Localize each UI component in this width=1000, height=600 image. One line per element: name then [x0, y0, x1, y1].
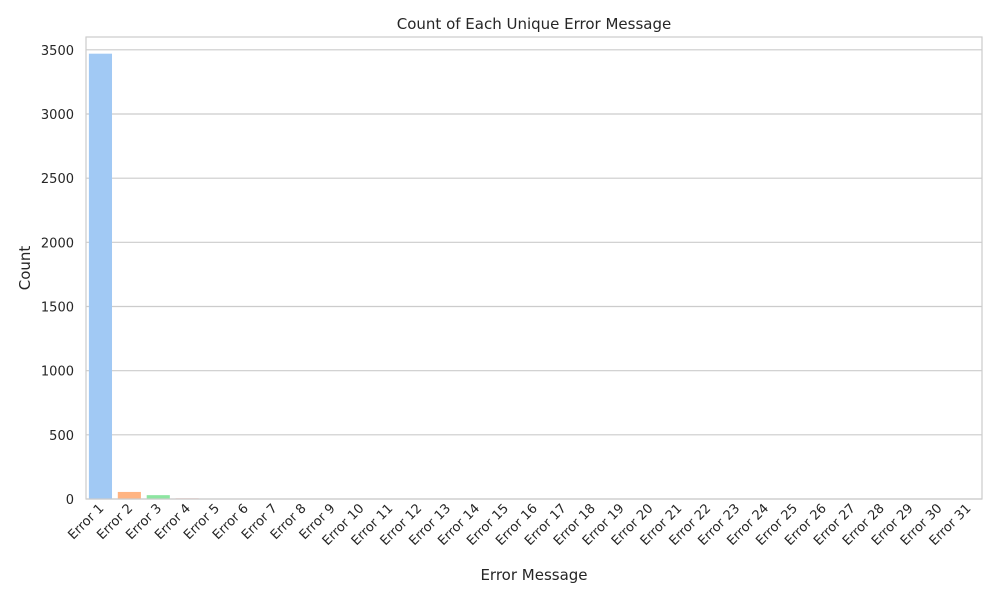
y-tick-label: 1500: [41, 301, 74, 316]
y-tick-label: 3000: [41, 108, 74, 123]
y-tick-label: 2500: [41, 172, 74, 187]
bar: [146, 495, 170, 499]
x-axis-label: Error Message: [480, 566, 587, 584]
bar: [88, 53, 113, 499]
y-tick-label: 2000: [41, 236, 74, 251]
y-tick-labels: 0 500 1000 1500 2000 2500 3000 3500: [41, 44, 74, 508]
chart-title: Count of Each Unique Error Message: [397, 15, 671, 33]
y-tick-label: 1000: [41, 365, 74, 380]
bars: [88, 53, 980, 499]
y-axis-label: Count: [16, 246, 34, 291]
gridlines: [86, 49, 982, 500]
bar: [117, 491, 141, 499]
y-tick-label: 3500: [41, 44, 74, 59]
y-tick-label: 500: [49, 429, 74, 444]
plot-frame: [85, 36, 983, 500]
y-tick-label: 0: [66, 493, 74, 508]
